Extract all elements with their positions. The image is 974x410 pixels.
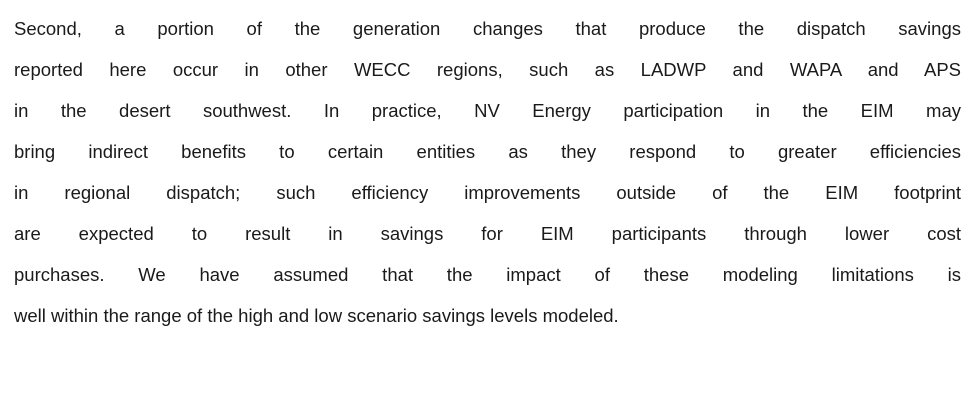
text-line: well within the range of the high and lo… [14, 305, 619, 326]
text-line: purchases. We have assumed that the impa… [14, 264, 961, 285]
text-line: Second, a portion of the generation chan… [14, 18, 961, 39]
text-line: are expected to result in savings for EI… [14, 223, 961, 244]
text-line: reported here occur in other WECC region… [14, 59, 961, 80]
text-line: bring indirect benefits to certain entit… [14, 141, 961, 162]
paragraph: Second, a portion of the generation chan… [14, 8, 961, 336]
text-line: in the desert southwest. In practice, NV… [14, 100, 961, 121]
text-line: in regional dispatch; such efficiency im… [14, 182, 961, 203]
